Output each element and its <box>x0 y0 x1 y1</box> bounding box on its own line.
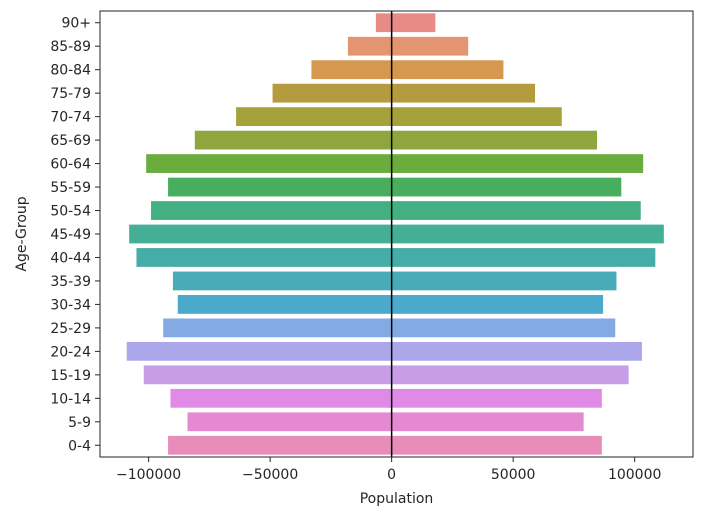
x-axis-ticks: −100000 −50000 0 50000 100000 <box>116 457 661 483</box>
bars <box>126 13 664 455</box>
y-axis-ticks: 90+ 85-89 80-84 75-79 70-74 65-69 60-64 55-59 50… <box>50 16 100 454</box>
bar-5-9-right <box>391 412 584 432</box>
bar-60-64-left <box>146 154 392 173</box>
bar-85-89-left <box>347 36 392 56</box>
bar-20-24-left <box>126 341 392 361</box>
y-tick-label: 70-74 <box>50 110 91 126</box>
bar-35-39-left <box>172 271 392 291</box>
bar-35-39-right <box>391 271 617 291</box>
bar-90+-right <box>391 13 436 33</box>
bar-15-19-right <box>391 365 629 385</box>
y-tick-label: 15-19 <box>50 368 91 384</box>
bar-50-54-left <box>151 201 392 220</box>
bar-75-79-left <box>272 83 392 103</box>
bar-45-49-right <box>391 224 664 244</box>
x-axis-label: Population <box>360 491 434 507</box>
bar-80-84-left <box>311 60 392 80</box>
x-tick-label: 0 <box>387 467 396 483</box>
y-tick-label: 30-34 <box>50 297 91 313</box>
bar-65-69-right <box>391 130 598 150</box>
bar-15-19-left <box>143 365 392 385</box>
bar-20-24-right <box>391 341 642 361</box>
bar-85-89-right <box>391 36 469 56</box>
bar-30-34-left <box>177 295 392 314</box>
bar-75-79-right <box>391 83 536 103</box>
y-axis-label: Age-Group <box>14 196 30 271</box>
x-tick-label: −50000 <box>242 467 298 483</box>
bar-55-59-right <box>391 177 622 197</box>
y-tick-label: 85-89 <box>50 39 91 55</box>
bar-25-29-left <box>163 318 392 338</box>
x-tick-label: 100000 <box>608 467 661 483</box>
bar-0-4-right <box>391 435 602 455</box>
bar-45-49-left <box>129 224 392 244</box>
bar-90+-left <box>375 13 392 33</box>
y-tick-label: 0-4 <box>68 438 91 454</box>
y-tick-label: 35-39 <box>50 274 91 290</box>
bar-0-4-left <box>168 435 392 455</box>
y-tick-label: 60-64 <box>50 157 91 173</box>
bar-55-59-left <box>168 177 392 197</box>
y-tick-label: 75-79 <box>50 86 91 102</box>
bar-70-74-right <box>391 107 562 127</box>
y-tick-label: 80-84 <box>50 63 91 79</box>
bar-40-44-right <box>391 248 656 267</box>
bar-10-14-right <box>391 388 602 408</box>
y-tick-label: 20-24 <box>50 344 91 360</box>
y-tick-label: 65-69 <box>50 133 91 149</box>
y-tick-label: 5-9 <box>68 415 91 431</box>
y-tick-label: 55-59 <box>50 180 91 196</box>
bar-40-44-left <box>136 248 392 267</box>
bar-60-64-right <box>391 154 644 173</box>
y-tick-label: 40-44 <box>50 250 91 266</box>
x-tick-label: 50000 <box>491 467 536 483</box>
bar-25-29-right <box>391 318 616 338</box>
y-tick-label: 45-49 <box>50 227 91 243</box>
x-tick-label: −100000 <box>116 467 181 483</box>
bar-50-54-right <box>391 201 641 220</box>
y-tick-label: 10-14 <box>50 391 91 407</box>
bar-65-69-left <box>194 130 392 150</box>
bar-30-34-right <box>391 295 604 314</box>
y-tick-label: 25-29 <box>50 321 91 337</box>
y-tick-label: 90+ <box>61 16 91 32</box>
bar-10-14-left <box>170 388 392 408</box>
bar-5-9-left <box>187 412 392 432</box>
bar-80-84-right <box>391 60 504 80</box>
bar-70-74-left <box>236 107 392 127</box>
y-tick-label: 50-54 <box>50 204 91 220</box>
